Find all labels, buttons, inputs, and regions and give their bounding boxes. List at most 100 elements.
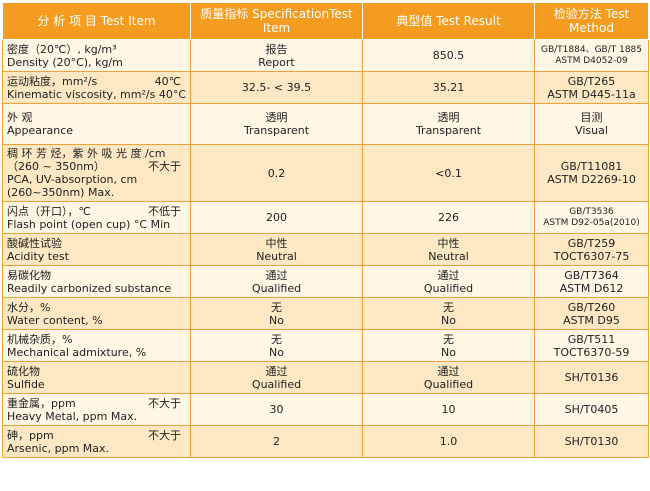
spec-cn: 报告 xyxy=(265,42,288,56)
table-row-appearance: 外 观 Appearance 透明 Transparent 透明 Transpa… xyxy=(2,103,649,145)
cell-spec: 无 No xyxy=(190,297,363,330)
spec-cn: 中性 xyxy=(265,236,288,250)
result-en: Transparent xyxy=(415,124,482,137)
spec-value: 200 xyxy=(266,211,287,224)
item-cn: 外 观 xyxy=(7,111,33,124)
cell-method: GB/T265 ASTM D445-11a xyxy=(534,71,649,104)
method-line-2: ASTM D445-11a xyxy=(547,87,636,101)
table-row-heavy-metal: 重金属，ppm 不大于 Heavy Metal, ppm Max. 30 10 … xyxy=(2,393,649,426)
header-spec-cn: 质量指标 xyxy=(200,7,249,21)
method-line-1: SH/T0405 xyxy=(564,403,619,416)
item-en: Water content, % xyxy=(7,313,103,327)
spec-table-container: 分 析 项 目 Test Item 质量指标 SpecificationTest… xyxy=(2,2,649,458)
cell-item: 运动粘度，mm²/s 40℃ Kinematic viscosity, mm²/… xyxy=(2,71,191,104)
table-row-flash-point: 闪点（开口），℃ 不低于 Flash point (open cup) °C M… xyxy=(2,201,649,234)
result-cn: 无 xyxy=(443,300,454,314)
method-line-1: GB/T265 xyxy=(567,74,616,88)
item-cn: 砷，ppm xyxy=(7,428,54,442)
cell-spec: 透明 Transparent xyxy=(190,103,363,145)
cell-spec: 报告 Report xyxy=(190,39,363,72)
spec-value: 32.5- < 39.5 xyxy=(241,81,312,94)
cell-item: 重金属，ppm 不大于 Heavy Metal, ppm Max. xyxy=(2,393,191,426)
item-cn: 密度（20℃）, kg/m³ xyxy=(7,42,117,56)
cell-item: 机械杂质，% Mechanical admixture, % xyxy=(2,329,191,362)
table-row-water: 水分，% Water content, % 无 No 无 No GB/T260 … xyxy=(2,297,649,330)
cell-method: SH/T0130 xyxy=(534,425,649,458)
cell-result: 850.5 xyxy=(362,39,535,72)
spec-en: Qualified xyxy=(251,377,302,391)
method-line-2: ASTM D2269-10 xyxy=(547,173,636,186)
cell-result: 10 xyxy=(362,393,535,426)
cell-item: 砷，ppm 不大于 Arsenic, ppm Max. xyxy=(2,425,191,458)
spec-en: No xyxy=(269,313,284,327)
table-row-sulfide: 硫化物 Sulfide 通过 Qualified 通过 Qualified SH… xyxy=(2,361,649,394)
table-row-arsenic: 砷，ppm 不大于 Arsenic, ppm Max. 2 1.0 SH/T01… xyxy=(2,425,649,458)
item-en: PCA, UV-absorption, cm xyxy=(7,173,138,186)
item-cn-qualifier: 不低于 xyxy=(148,204,181,218)
item-cn: 运动粘度，mm²/s xyxy=(7,74,98,88)
item-cn-qualifier: 不大于 xyxy=(148,428,181,442)
cell-method: GB/T1884、GB/T 1885 ASTM D4052-09 xyxy=(534,39,649,72)
item-cn: 水分，% xyxy=(7,300,51,314)
method-line-2: TOCT6307-75 xyxy=(553,249,630,263)
spec-value: 30 xyxy=(269,403,284,416)
item-cn-qualifier: 不大于 xyxy=(148,396,181,410)
method-line-1: GB/T11081 xyxy=(560,160,623,173)
result-value: 35.21 xyxy=(432,81,465,94)
cell-method: GB/T511 TOCT6370-59 xyxy=(534,329,649,362)
header-test-result: 典型值 Test Result xyxy=(362,2,535,40)
table-row-density: 密度（20℃）, kg/m³ Density (20°C), kg/m 报告 R… xyxy=(2,39,649,72)
cell-result: <0.1 xyxy=(362,144,535,202)
method-line-2: ASTM D612 xyxy=(559,281,624,295)
header-specification: 质量指标 SpecificationTest Item xyxy=(190,2,363,40)
result-cn: 通过 xyxy=(437,268,460,282)
item-en: Flash point (open cup) °C Min xyxy=(7,217,171,231)
table-row-mechanical: 机械杂质，% Mechanical admixture, % 无 No 无 No… xyxy=(2,329,649,362)
cell-spec: 200 xyxy=(190,201,363,234)
cell-method: GB/T7364 ASTM D612 xyxy=(534,265,649,298)
cell-method: GB/T260 ASTM D95 xyxy=(534,297,649,330)
cell-method: GB/T11081 ASTM D2269-10 xyxy=(534,144,649,202)
item-cn: 机械杂质，% xyxy=(7,332,73,346)
item-en-range: (260~350nm) Max. xyxy=(7,186,115,199)
result-value: 1.0 xyxy=(439,435,458,448)
cell-result: 透明 Transparent xyxy=(362,103,535,145)
header-test-item: 分 析 项 目 Test Item xyxy=(2,2,191,40)
cell-spec: 通过 Qualified xyxy=(190,361,363,394)
cell-item: 硫化物 Sulfide xyxy=(2,361,191,394)
spec-en: No xyxy=(269,345,284,359)
item-en: Mechanical admixture, % xyxy=(7,345,147,359)
cell-result: 中性 Neutral xyxy=(362,233,535,266)
result-value: <0.1 xyxy=(435,166,462,180)
cell-item: 水分，% Water content, % xyxy=(2,297,191,330)
method-line-1: GB/T7364 xyxy=(564,268,619,282)
method-line-2: ASTM D92-05a(2010) xyxy=(543,217,640,228)
cell-item: 稠 环 芳 烃，紫 外 吸 光 度 /cm （260 ~ 350nm） 不大于 … xyxy=(2,144,191,202)
item-en: Appearance xyxy=(7,124,74,137)
cell-item: 易碳化物 Readily carbonized substance xyxy=(2,265,191,298)
table-header-row: 分 析 项 目 Test Item 质量指标 SpecificationTest… xyxy=(2,2,649,40)
item-cn: 重金属，ppm xyxy=(7,396,76,410)
cell-spec: 无 No xyxy=(190,329,363,362)
table-row-acidity: 酸碱性试验 Acidity test 中性 Neutral 中性 Neutral… xyxy=(2,233,649,266)
item-en: Arsenic, ppm Max. xyxy=(7,441,110,455)
item-en: Acidity test xyxy=(7,249,69,263)
item-cn-qualifier: 不大于 xyxy=(148,160,181,173)
cell-method: SH/T0136 xyxy=(534,361,649,394)
item-en: Readily carbonized substance xyxy=(7,281,172,295)
header-item-en: Test Item xyxy=(100,14,156,28)
result-en: Qualified xyxy=(423,377,474,391)
spec-cn: 透明 xyxy=(265,111,288,124)
item-en: Sulfide xyxy=(7,377,45,391)
cell-item: 闪点（开口），℃ 不低于 Flash point (open cup) °C M… xyxy=(2,201,191,234)
method-line-1: 目测 xyxy=(580,111,603,124)
cell-spec: 30 xyxy=(190,393,363,426)
result-cn: 无 xyxy=(443,332,454,346)
cell-spec: 中性 Neutral xyxy=(190,233,363,266)
cell-method: GB/T259 TOCT6307-75 xyxy=(534,233,649,266)
item-cn-qualifier: 40℃ xyxy=(154,74,181,88)
method-line-1: SH/T0130 xyxy=(564,435,619,448)
method-line-2: ASTM D4052-09 xyxy=(555,55,628,66)
method-line-1: GB/T259 xyxy=(567,236,616,250)
header-test-method: 检验方法 Test Method xyxy=(534,2,649,40)
